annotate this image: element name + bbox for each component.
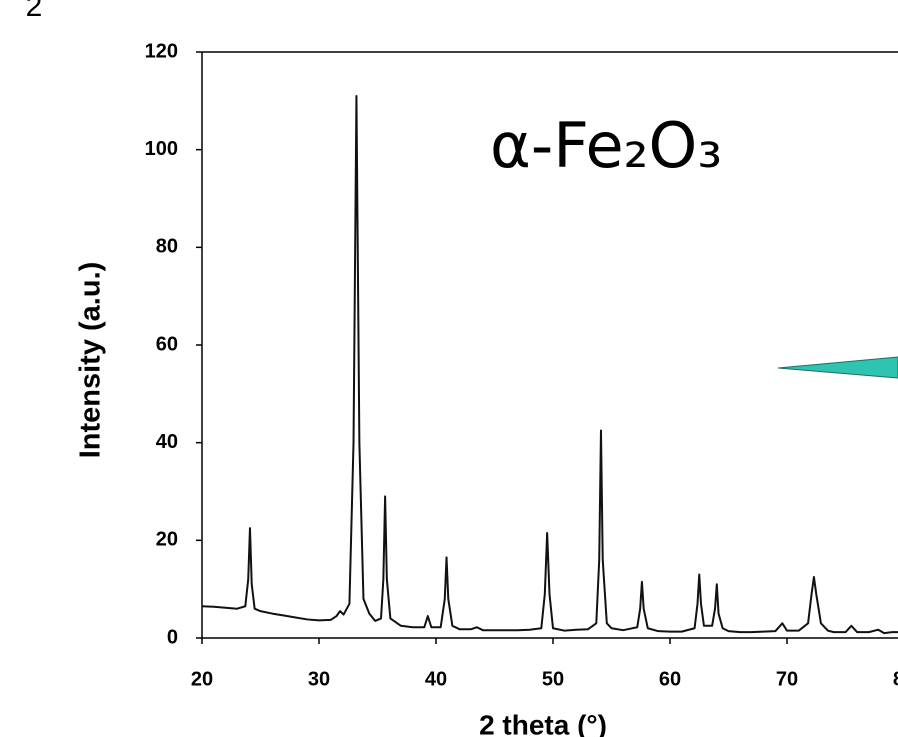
y-tick-label: 100 (145, 138, 178, 160)
arrow (777, 356, 898, 379)
y-tick-label: 80 (156, 236, 178, 258)
annotation: α-Fe₂O₃ (490, 109, 722, 182)
panel-label: 2 (26, 0, 43, 23)
y-tick-label: 40 (156, 431, 178, 453)
x-tick-label: 80 (893, 668, 898, 690)
xrd-line (201, 94, 898, 635)
y-axis-label: Intensity (a.u.) (75, 262, 107, 459)
y-tick-label: 20 (156, 529, 178, 551)
x-tick-label: 40 (425, 668, 447, 690)
x-tick-label: 50 (542, 668, 564, 690)
y-tick-label: 120 (145, 40, 178, 62)
y-tick-label: 60 (156, 333, 178, 355)
x-axis-label: 2 theta (°) (479, 709, 607, 737)
x-tick-label: 30 (308, 668, 330, 690)
y-tick-label: 0 (167, 626, 178, 648)
x-tick-label: 60 (659, 668, 681, 690)
x-tick-label: 20 (191, 668, 213, 690)
x-tick-label: 70 (776, 668, 798, 690)
